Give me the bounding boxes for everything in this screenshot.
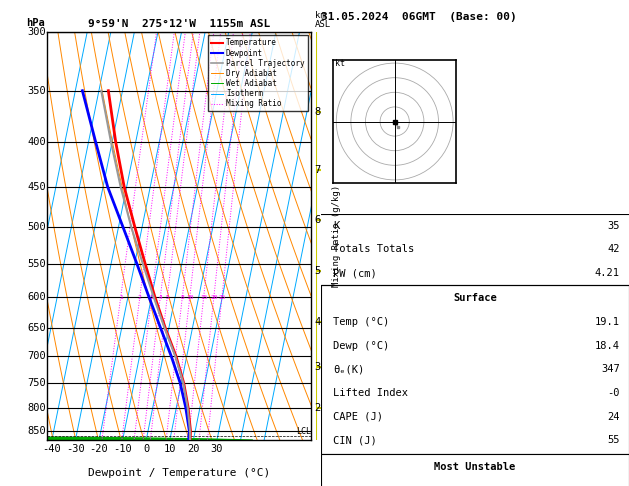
Text: 600: 600 [27, 293, 46, 302]
Text: 20: 20 [210, 295, 218, 300]
Text: 650: 650 [27, 323, 46, 333]
Text: Temp (°C): Temp (°C) [333, 317, 389, 327]
Text: 30: 30 [211, 444, 223, 454]
Text: 18.4: 18.4 [595, 341, 620, 351]
Text: 10: 10 [164, 444, 176, 454]
Text: Surface: Surface [453, 294, 497, 303]
Title: 9°59'N  275°12'W  1155m ASL: 9°59'N 275°12'W 1155m ASL [88, 19, 270, 30]
Text: kt: kt [335, 59, 345, 68]
Text: -10: -10 [113, 444, 132, 454]
Text: -30: -30 [66, 444, 85, 454]
Text: 35: 35 [607, 221, 620, 231]
Text: 0: 0 [143, 444, 149, 454]
Text: 19.1: 19.1 [595, 317, 620, 327]
FancyBboxPatch shape [321, 454, 629, 486]
Text: 850: 850 [27, 426, 46, 436]
Text: θₑ(K): θₑ(K) [333, 364, 364, 374]
Text: 5: 5 [165, 295, 169, 300]
Text: 20: 20 [187, 444, 199, 454]
Text: 400: 400 [27, 137, 46, 147]
Text: -40: -40 [43, 444, 61, 454]
Text: CIN (J): CIN (J) [333, 435, 377, 445]
FancyBboxPatch shape [321, 285, 629, 454]
Text: 347: 347 [601, 364, 620, 374]
Text: 2: 2 [314, 403, 321, 413]
Text: km
ASL: km ASL [314, 11, 331, 29]
Text: -0: -0 [607, 388, 620, 398]
Text: 7: 7 [314, 165, 321, 174]
Text: 5: 5 [314, 266, 321, 276]
Text: 8: 8 [314, 107, 321, 117]
Text: 6: 6 [314, 215, 321, 225]
Text: Dewp (°C): Dewp (°C) [333, 341, 389, 351]
Text: 15: 15 [200, 295, 208, 300]
Text: 1: 1 [119, 295, 123, 300]
Text: 25: 25 [218, 295, 226, 300]
Text: 550: 550 [27, 259, 46, 269]
Text: 750: 750 [27, 378, 46, 388]
Text: 55: 55 [607, 435, 620, 445]
Text: 24: 24 [607, 412, 620, 422]
Text: Totals Totals: Totals Totals [333, 244, 415, 254]
Text: K: K [333, 221, 340, 231]
Text: 8: 8 [181, 295, 184, 300]
Text: Dewpoint / Temperature (°C): Dewpoint / Temperature (°C) [88, 469, 270, 478]
Text: 4: 4 [314, 317, 321, 327]
Text: PW (cm): PW (cm) [333, 268, 377, 278]
Text: 3: 3 [314, 362, 321, 372]
Text: 10: 10 [186, 295, 194, 300]
Text: Lifted Index: Lifted Index [333, 388, 408, 398]
Text: hPa: hPa [26, 17, 45, 28]
Text: LCL: LCL [296, 427, 311, 436]
Text: 700: 700 [27, 351, 46, 362]
Text: 800: 800 [27, 403, 46, 413]
Text: CAPE (J): CAPE (J) [333, 412, 383, 422]
Text: 500: 500 [27, 223, 46, 232]
Legend: Temperature, Dewpoint, Parcel Trajectory, Dry Adiabat, Wet Adiabat, Isotherm, Mi: Temperature, Dewpoint, Parcel Trajectory… [208, 35, 308, 111]
Text: 31.05.2024  06GMT  (Base: 00): 31.05.2024 06GMT (Base: 00) [321, 12, 516, 22]
Text: 4.21: 4.21 [595, 268, 620, 278]
Text: 350: 350 [27, 86, 46, 96]
Text: -20: -20 [90, 444, 108, 454]
Text: 2: 2 [138, 295, 142, 300]
Text: 300: 300 [27, 27, 46, 36]
Text: 3: 3 [150, 295, 153, 300]
Text: Most Unstable: Most Unstable [434, 462, 516, 472]
Text: 4: 4 [159, 295, 162, 300]
Text: 42: 42 [607, 244, 620, 254]
Text: Mixing Ratio (g/kg): Mixing Ratio (g/kg) [332, 185, 341, 287]
Text: 450: 450 [27, 182, 46, 192]
